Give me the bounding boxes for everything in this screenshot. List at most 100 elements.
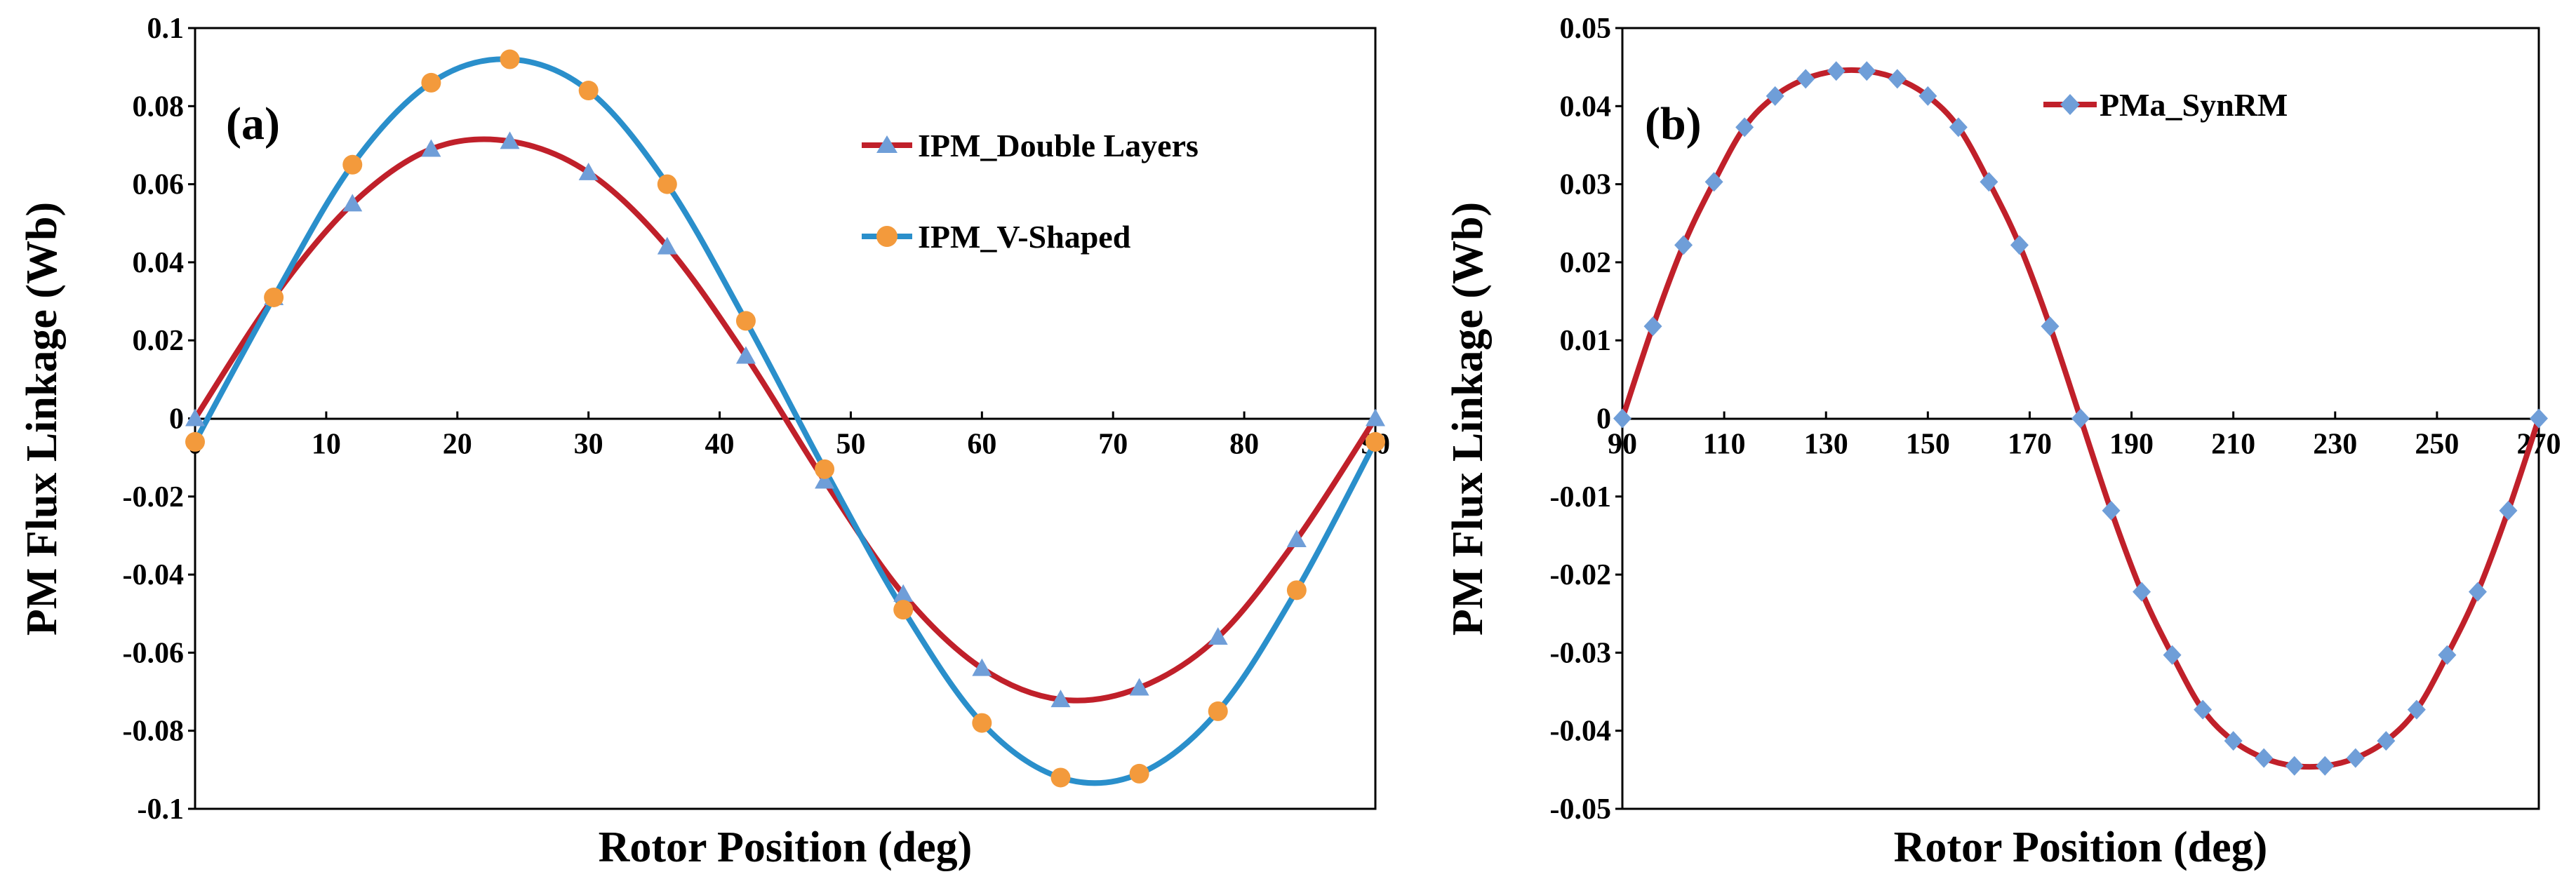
x-tick-label: 50 (836, 429, 865, 461)
data-point (264, 287, 284, 307)
y-axis-a: 0.1 0.08 0.06 0.04 0.02 0 -0.02 -0.04 -0.06 -0.08… (123, 13, 195, 826)
data-point (342, 154, 363, 175)
data-point (2255, 748, 2274, 768)
y-tick-label: 0.01 (1560, 325, 1612, 357)
data-point (1735, 117, 1754, 137)
y-axis-b: 0.05 0.04 0.03 0.02 0.01 0 -0.01 -0.02 -0.03 -0.0… (1550, 13, 1622, 826)
data-point (657, 174, 677, 194)
y-tick-label: 0.06 (133, 169, 185, 201)
data-point (1129, 678, 1149, 696)
legend-diamond-marker (2060, 94, 2080, 115)
y-tick-label: -0.05 (1550, 793, 1612, 826)
x-tick-label: 10 (312, 429, 341, 461)
x-tick-label: 210 (2211, 429, 2255, 461)
y-tick-label: -0.06 (123, 637, 185, 669)
data-point (735, 311, 756, 331)
data-point (185, 408, 205, 427)
data-point (2102, 500, 2121, 521)
data-point (1827, 61, 1846, 81)
x-tick-label: 30 (574, 429, 603, 461)
data-point (1888, 69, 1907, 89)
x-tick-label: 80 (1229, 429, 1259, 461)
data-point (500, 131, 520, 149)
data-point (1613, 408, 1631, 429)
data-point (1796, 69, 1815, 89)
x-axis-b: 90 110 130 150 170 190 210 230 250 270 (1608, 411, 2561, 461)
data-point (342, 194, 363, 212)
y-tick-label: -0.1 (138, 793, 185, 826)
data-point (2407, 699, 2426, 720)
x-axis-title-a: Rotor Position (deg) (599, 824, 973, 871)
data-point (815, 471, 835, 489)
y-tick-label: -0.04 (1550, 716, 1612, 748)
y-tick-label: -0.02 (1550, 559, 1612, 591)
y-axis-title-a: PM Flux Linkage (Wb) (18, 202, 66, 636)
x-tick-label: 130 (1804, 429, 1848, 461)
y-tick-label: 0.02 (133, 325, 185, 357)
y-tick-label: 0.08 (133, 90, 185, 123)
data-point (2346, 748, 2365, 768)
data-point (1857, 61, 1876, 81)
y-axis-title-b: PM Flux Linkage (Wb) (1444, 202, 1492, 636)
x-tick-label: 170 (2008, 429, 2052, 461)
x-tick-label: 20 (443, 429, 472, 461)
data-point (1050, 767, 1071, 788)
data-point (2194, 699, 2213, 720)
data-point (2316, 756, 2335, 776)
legend-b: PMa_SynRM (2043, 87, 2288, 123)
data-point (972, 658, 992, 676)
data-point (1366, 431, 1385, 452)
x-tick-label: 270 (2517, 429, 2561, 461)
data-point (1208, 627, 1228, 645)
data-point (578, 81, 599, 101)
legend-label-pma-synrm: PMa_SynRM (2100, 87, 2288, 123)
data-point (2163, 645, 2182, 665)
data-point (893, 600, 914, 620)
y-tick-label: -0.02 (123, 481, 185, 513)
panel-label-b: (b) (1645, 98, 1702, 149)
y-tick-label: 0 (169, 403, 184, 436)
data-point (972, 713, 992, 733)
series-markers-a (185, 49, 1385, 788)
data-point (815, 459, 835, 479)
data-point (2468, 582, 2487, 602)
data-point (2285, 756, 2304, 776)
data-point (578, 162, 599, 180)
x-tick-label: 40 (705, 429, 735, 461)
data-point (2499, 500, 2518, 521)
x-tick-label: 60 (967, 429, 996, 461)
chart-panel-b: 90 110 130 150 170 190 210 230 250 270 0.050.040.… (1444, 13, 2561, 871)
legend-triangle-marker (876, 135, 897, 153)
x-tick-label: 70 (1098, 429, 1128, 461)
data-point (185, 431, 205, 452)
data-point (1208, 701, 1228, 721)
y-tick-label: -0.04 (123, 559, 185, 591)
data-point (1918, 86, 1937, 106)
y-tick-label: -0.08 (123, 716, 185, 748)
data-point (421, 72, 441, 93)
legend-label-ipm-double-layers: IPM_Double Layers (918, 128, 1199, 163)
data-point (2530, 408, 2548, 429)
data-point (2438, 645, 2457, 665)
legend-entry-ipm-double-layers: IPM_Double Layers (862, 128, 1199, 163)
x-tick-label: 110 (1703, 429, 1746, 461)
y-tick-label: 0.03 (1560, 169, 1612, 201)
data-point (1949, 117, 1968, 137)
data-point (1643, 316, 1662, 337)
data-point (1766, 86, 1784, 106)
y-tick-label: 0.04 (133, 247, 185, 279)
x-tick-label: 250 (2415, 429, 2459, 461)
legend-label-ipm-v-shaped: IPM_V-Shaped (918, 219, 1131, 255)
series-markers-b (1613, 61, 2548, 776)
x-axis-title-b: Rotor Position (deg) (1894, 824, 2268, 871)
y-tick-label: -0.03 (1550, 637, 1612, 669)
data-point (500, 49, 520, 69)
data-point (1980, 172, 1998, 192)
data-point (1286, 530, 1307, 548)
y-tick-label: 0.1 (147, 13, 185, 45)
legend-a: IPM_Double Layers IPM_V-Shaped (862, 128, 1199, 255)
data-point (421, 139, 441, 157)
data-point (2071, 408, 2090, 429)
x-axis-a: 0102030405060708090 (188, 411, 1390, 461)
